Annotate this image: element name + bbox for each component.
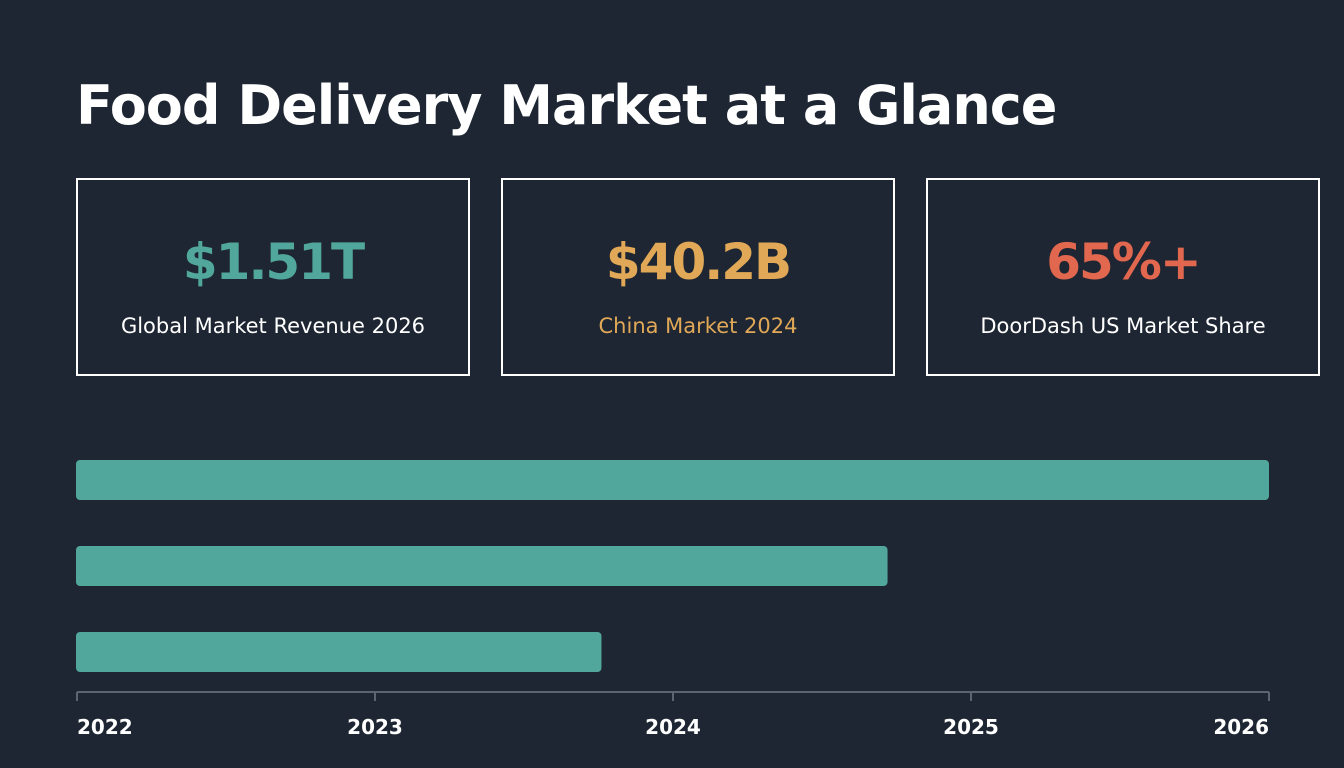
stat-label-china-market: China Market 2024 bbox=[598, 314, 798, 338]
stat-value-doordash-share: 65%+ bbox=[1046, 233, 1202, 291]
stat-card-global-revenue: $1.51T Global Market Revenue 2026 bbox=[76, 178, 470, 376]
bar-1 bbox=[76, 460, 1269, 500]
bar-2 bbox=[76, 546, 888, 586]
x-tick-label-2022: 2022 bbox=[77, 715, 133, 739]
bars-layer bbox=[76, 460, 1269, 672]
stat-label-global-revenue: Global Market Revenue 2026 bbox=[120, 314, 426, 338]
stat-card-china-market: $40.2B China Market 2024 bbox=[501, 178, 895, 376]
stat-label-doordash-share: DoorDash US Market Share bbox=[980, 314, 1266, 338]
stat-value-global-revenue: $1.51T bbox=[182, 233, 365, 291]
stat-value-china-market: $40.2B bbox=[605, 233, 792, 291]
x-tick-label-2024: 2024 bbox=[645, 715, 701, 739]
x-tick-label-2025: 2025 bbox=[943, 715, 999, 739]
page-title: Food Delivery Market at a Glance bbox=[76, 74, 1057, 137]
stat-card-doordash-share: 65%+ DoorDash US Market Share bbox=[926, 178, 1320, 376]
bar-3 bbox=[76, 632, 602, 672]
x-axis: 2022 2023 2024 2025 2026 bbox=[76, 691, 1270, 739]
x-tick-label-2026: 2026 bbox=[1213, 715, 1269, 739]
timeline-bar-chart: 2022 2023 2024 2025 2026 bbox=[76, 460, 1270, 739]
x-tick-label-2023: 2023 bbox=[347, 715, 403, 739]
